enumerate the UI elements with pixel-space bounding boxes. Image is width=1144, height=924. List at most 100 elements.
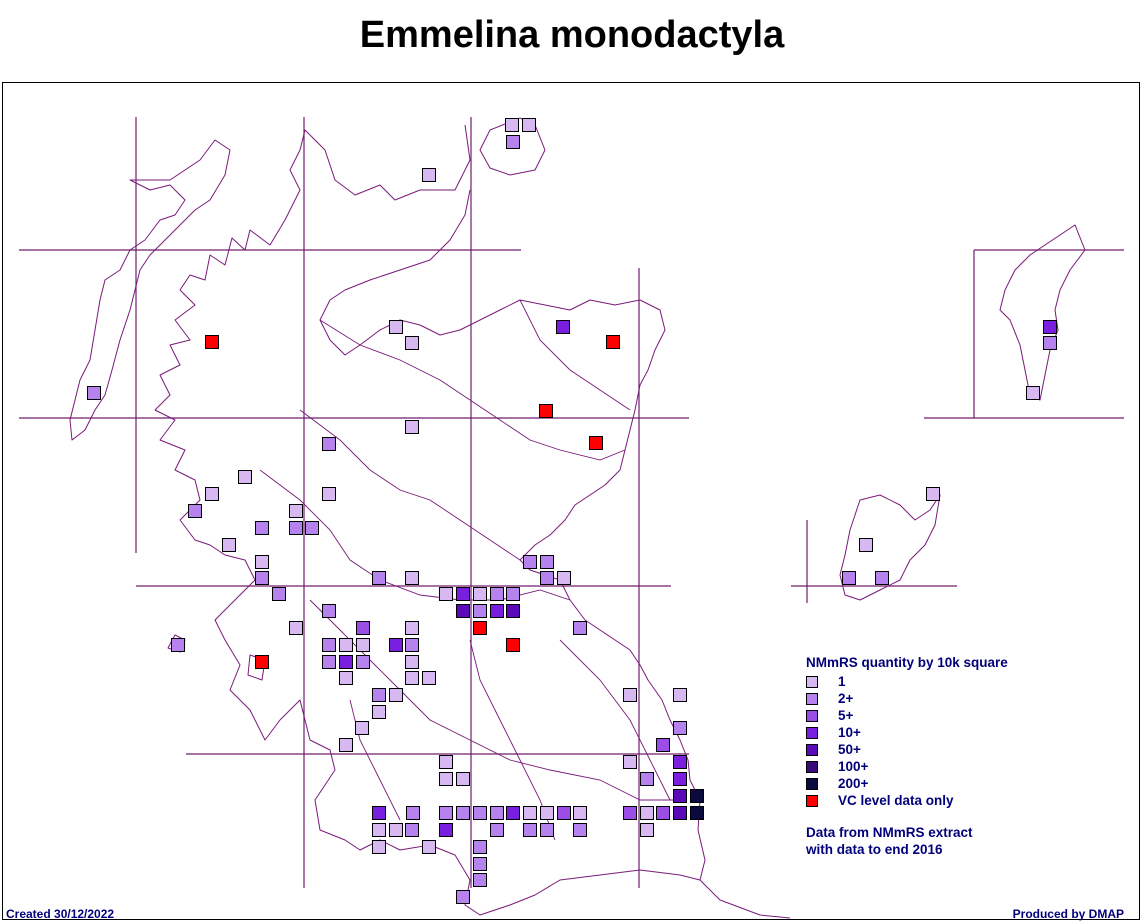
occurrence-square — [673, 755, 687, 769]
occurrence-square — [673, 806, 687, 820]
occurrence-square — [473, 840, 487, 854]
occurrence-square — [506, 604, 520, 618]
occurrence-square — [422, 168, 436, 182]
occurrence-square — [623, 806, 637, 820]
occurrence-square — [238, 470, 252, 484]
occurrence-square — [673, 688, 687, 702]
occurrence-square — [305, 521, 319, 535]
occurrence-square — [490, 806, 504, 820]
occurrence-square — [573, 621, 587, 635]
occurrence-square — [456, 890, 470, 904]
occurrence-square — [405, 621, 419, 635]
occurrence-square — [473, 806, 487, 820]
occurrence-square — [355, 721, 369, 735]
occurrence-square — [289, 521, 303, 535]
occurrence-square — [673, 721, 687, 735]
occurrence-square — [406, 806, 420, 820]
occurrence-square — [640, 823, 654, 837]
occurrence-square — [623, 688, 637, 702]
legend-swatch — [806, 777, 818, 790]
occurrence-square — [422, 840, 436, 854]
occurrence-square — [372, 823, 386, 837]
occurrence-square — [322, 437, 336, 451]
legend-swatch — [806, 692, 818, 705]
occurrence-square — [372, 688, 386, 702]
created-date: Created 30/12/2022 — [6, 907, 115, 921]
occurrence-square — [557, 806, 571, 820]
occurrence-square — [490, 823, 504, 837]
occurrence-square — [557, 571, 571, 585]
legend-item: 50+ — [806, 741, 1008, 758]
occurrence-square — [389, 823, 403, 837]
coastline — [69, 117, 1086, 919]
occurrence-square — [673, 772, 687, 786]
occurrence-square — [439, 755, 453, 769]
occurrence-square — [339, 738, 353, 752]
occurrence-square — [439, 772, 453, 786]
occurrence-square — [640, 772, 654, 786]
legend-label: 5+ — [838, 708, 854, 723]
occurrence-square — [1026, 386, 1040, 400]
produced-by: Produced by DMAP — [1012, 907, 1124, 921]
occurrence-square — [506, 638, 520, 652]
occurrence-squares — [87, 118, 1057, 904]
occurrence-square — [523, 823, 537, 837]
occurrence-square — [188, 504, 202, 518]
legend-swatch — [806, 726, 818, 739]
occurrence-square — [255, 571, 269, 585]
legend-swatch — [806, 760, 818, 773]
occurrence-square — [623, 755, 637, 769]
occurrence-square — [522, 118, 536, 132]
occurrence-square — [606, 335, 620, 349]
legend-label: VC level data only — [838, 793, 954, 808]
legend-item: 1 — [806, 673, 1008, 690]
occurrence-square — [473, 621, 487, 635]
occurrence-square — [505, 118, 519, 132]
occurrence-square — [322, 604, 336, 618]
occurrence-square — [473, 587, 487, 601]
occurrence-square — [422, 671, 436, 685]
occurrence-square — [289, 504, 303, 518]
legend-item: 10+ — [806, 724, 1008, 741]
occurrence-square — [439, 806, 453, 820]
occurrence-square — [339, 671, 353, 685]
occurrence-square — [171, 638, 185, 652]
occurrence-square — [405, 336, 419, 350]
occurrence-square — [490, 587, 504, 601]
occurrence-square — [205, 487, 219, 501]
legend-item: 5+ — [806, 707, 1008, 724]
data-source-note: Data from NMmRS extract with data to end… — [806, 824, 973, 858]
occurrence-square — [405, 571, 419, 585]
legend-swatch — [806, 794, 818, 807]
occurrence-square — [289, 621, 303, 635]
occurrence-square — [456, 806, 470, 820]
occurrence-square — [490, 604, 504, 618]
occurrence-square — [456, 604, 470, 618]
occurrence-square — [456, 587, 470, 601]
legend-swatch — [806, 743, 818, 756]
map-title: Emmelina monodactyla — [359, 14, 785, 56]
occurrence-square — [356, 655, 370, 669]
occurrence-square — [556, 320, 570, 334]
occurrence-square — [656, 806, 670, 820]
occurrence-square — [573, 806, 587, 820]
occurrence-square — [439, 587, 453, 601]
occurrence-square — [473, 604, 487, 618]
occurrence-square — [405, 420, 419, 434]
occurrence-square — [372, 571, 386, 585]
occurrence-square — [473, 873, 487, 887]
legend-label: 1 — [838, 674, 846, 689]
note-line: Data from NMmRS extract — [806, 825, 973, 840]
occurrence-square — [540, 806, 554, 820]
occurrence-square — [222, 538, 236, 552]
occurrence-square — [439, 823, 453, 837]
map-frame — [2, 82, 1140, 920]
occurrence-square — [1043, 320, 1057, 334]
occurrence-square — [322, 638, 336, 652]
occurrence-square — [255, 555, 269, 569]
legend-item: 2+ — [806, 690, 1008, 707]
occurrence-square — [389, 688, 403, 702]
occurrence-square — [372, 705, 386, 719]
occurrence-square — [339, 655, 353, 669]
occurrence-square — [473, 857, 487, 871]
